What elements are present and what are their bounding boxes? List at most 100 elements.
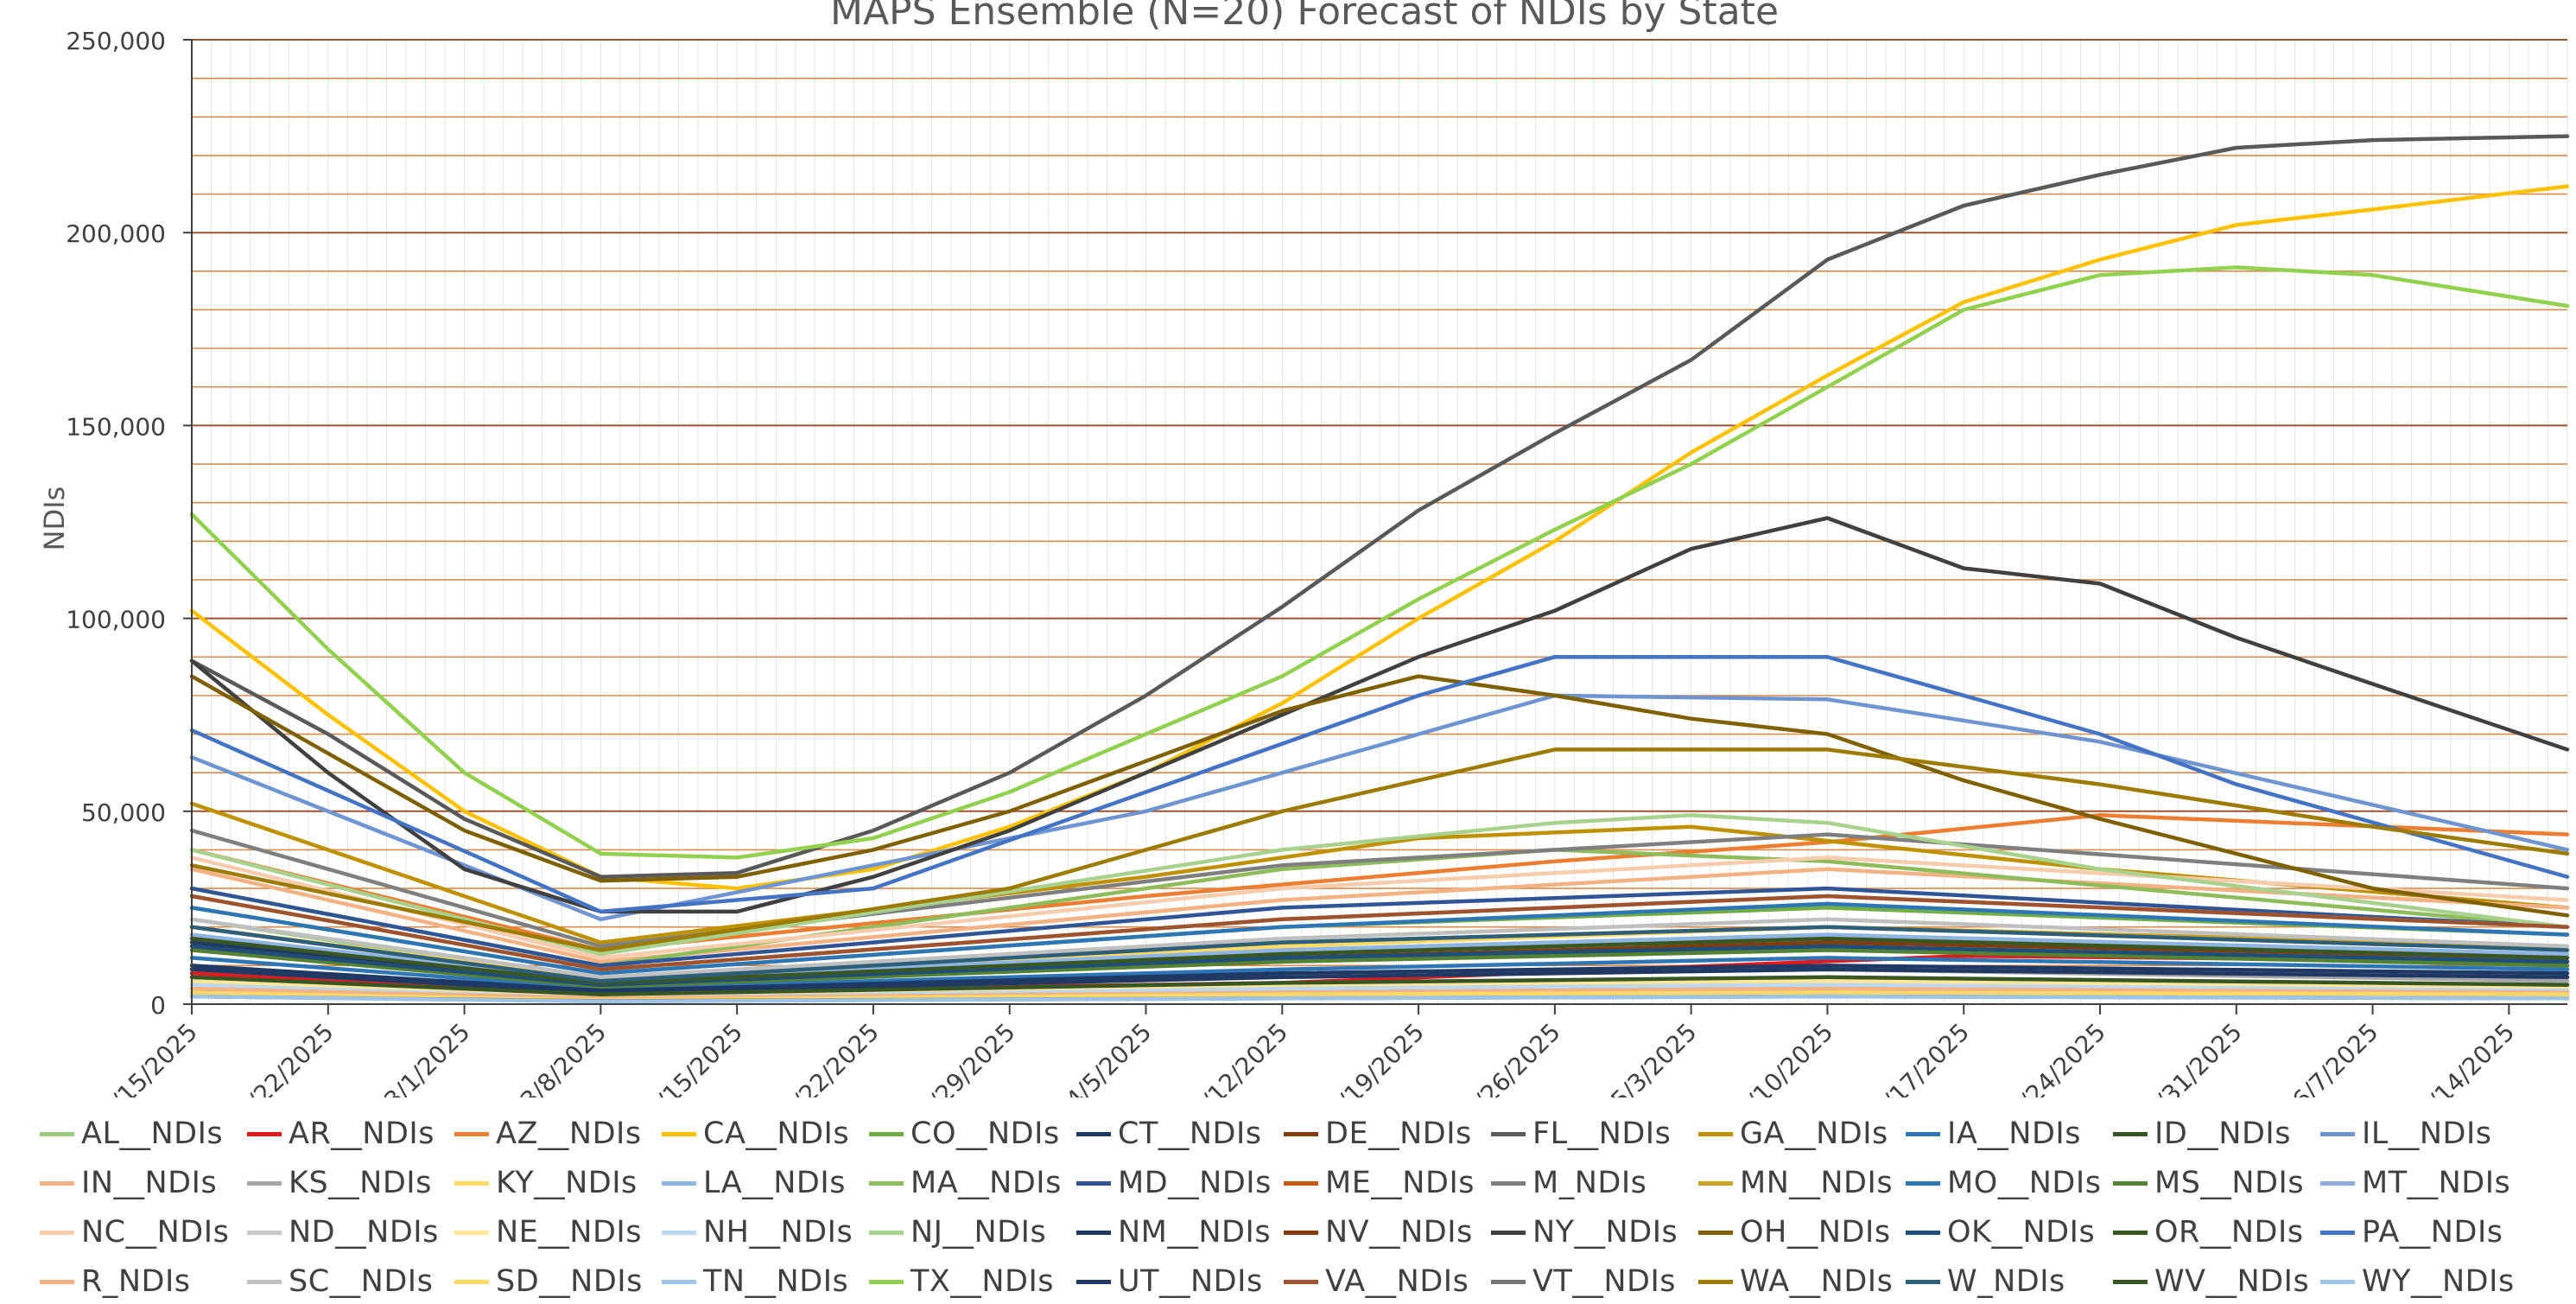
legend-swatch	[869, 1131, 904, 1136]
x-tick-label: 3/22/2025	[777, 1018, 885, 1097]
legend-item: DE__NDIs	[1284, 1111, 1472, 1156]
series-line-SC__NDIs	[189, 917, 2570, 980]
y-axis-label: NDIs	[38, 487, 71, 551]
x-tick-label: 6/14/2025	[2412, 1018, 2520, 1097]
series-line-OH__NDIs	[189, 674, 2570, 918]
x-tick-label: 3/1/2025	[378, 1018, 475, 1097]
legend-label: MT__NDIs	[2362, 1166, 2511, 1200]
legend-swatch	[1491, 1230, 1526, 1235]
legend-item: MA__NDIs	[869, 1161, 1062, 1205]
series-line-MO__NDIs	[189, 901, 2570, 976]
legend-label: MS__NDIs	[2154, 1166, 2305, 1200]
legend-item: VA__NDIs	[1284, 1259, 1469, 1304]
legend-item: ID__NDIs	[2113, 1111, 2291, 1156]
legend-item: MD__NDIs	[1076, 1161, 1272, 1205]
legend-label: VT__NDIs	[1532, 1264, 1677, 1299]
legend-swatch	[1491, 1180, 1526, 1186]
legend-label: MD__NDIs	[1118, 1166, 1272, 1200]
legend-swatch	[1284, 1180, 1318, 1186]
legend-swatch	[247, 1230, 282, 1235]
x-tick-label: 4/19/2025	[1322, 1018, 1430, 1097]
legend-label: KY__NDIs	[496, 1166, 638, 1200]
legend-swatch	[1698, 1131, 1733, 1136]
legend-label: W_NDIs	[1947, 1264, 2065, 1299]
x-tick-label: 4/12/2025	[1185, 1018, 1293, 1097]
x-tick-label: 5/10/2025	[1731, 1018, 1839, 1097]
legend-swatch	[1491, 1131, 1526, 1136]
legend-swatch	[247, 1180, 282, 1186]
legend-item: R_NDIs	[40, 1259, 191, 1304]
legend-swatch	[1076, 1131, 1111, 1136]
x-tick-label: 3/29/2025	[913, 1018, 1021, 1097]
legend-item: KS__NDIs	[247, 1161, 432, 1205]
legend-label: NE__NDIs	[496, 1215, 642, 1250]
legend-item: FL__NDIs	[1491, 1111, 1671, 1156]
legend-swatch	[1284, 1279, 1318, 1284]
legend-item: NE__NDIs	[454, 1210, 642, 1255]
x-tick-label: 5/3/2025	[1605, 1018, 1702, 1097]
legend-label: SC__NDIs	[289, 1264, 434, 1299]
legend-swatch	[40, 1131, 74, 1136]
legend-label: NV__NDIs	[1325, 1215, 1473, 1250]
series-line-MD__NDIs	[189, 886, 2570, 968]
legend-item: CT__NDIs	[1076, 1111, 1262, 1156]
legend-item: PA__NDIs	[2320, 1210, 2503, 1255]
legend-label: WY__NDIs	[2362, 1264, 2515, 1299]
legend-item: NV__NDIs	[1284, 1210, 1473, 1255]
legend-item: UT__NDIs	[1076, 1259, 1263, 1304]
legend-label: IA__NDIs	[1947, 1116, 2081, 1151]
legend-label: CA__NDIs	[703, 1116, 850, 1151]
legend-item: ND__NDIs	[247, 1210, 439, 1255]
legend-swatch	[2113, 1180, 2148, 1186]
legend-item: IA__NDIs	[1906, 1111, 2081, 1156]
legend-item: ME__NDIs	[1284, 1161, 1475, 1205]
legend-label: AZ__NDIs	[496, 1116, 642, 1151]
legend-swatch	[2320, 1279, 2355, 1284]
series-line-NJ__NDIs	[189, 813, 2570, 957]
legend-label: TX__NDIs	[910, 1264, 1055, 1299]
y-tick-label: 150,000	[66, 412, 166, 441]
legend-label: KS__NDIs	[289, 1166, 432, 1200]
series-line-NY__NDIs	[189, 516, 2570, 914]
y-tick-label: 0	[150, 991, 166, 1020]
legend-swatch	[1284, 1131, 1318, 1136]
series-line-M_NDIs	[189, 828, 2570, 949]
series-line-OK__NDIs	[189, 944, 2570, 987]
legend-item: AZ__NDIs	[454, 1111, 642, 1156]
chart: 0 50,000 100,000 150,000 200,000 250,000 2/15/…	[38, 0, 2570, 1097]
legend-label: WV__NDIs	[2154, 1264, 2310, 1299]
legend-item: MO__NDIs	[1906, 1161, 2101, 1205]
legend-item: OK__NDIs	[1906, 1210, 2095, 1255]
legend-swatch	[2320, 1180, 2355, 1186]
legend-item: MS__NDIs	[2113, 1161, 2304, 1205]
legend-item: OH__NDIs	[1698, 1210, 1891, 1255]
legend-label: IL__NDIs	[2362, 1116, 2492, 1151]
legend-swatch	[247, 1131, 282, 1136]
legend-item: TX__NDIs	[869, 1259, 1054, 1304]
legend-item: GA__NDIs	[1698, 1111, 1888, 1156]
legend-label: MN__NDIs	[1740, 1166, 1894, 1200]
series-lines	[189, 134, 2570, 1004]
legend-swatch	[2320, 1131, 2355, 1136]
legend-swatch	[662, 1180, 696, 1186]
legend-item: VT__NDIs	[1491, 1259, 1676, 1304]
legend-swatch	[1906, 1230, 1940, 1235]
legend-item: NM__NDIs	[1076, 1210, 1271, 1255]
legend-swatch	[454, 1279, 489, 1284]
legend-swatch	[2320, 1230, 2355, 1235]
legend-swatch	[454, 1180, 489, 1186]
series-line-IA__NDIs	[189, 956, 2570, 991]
series-line-UT__NDIs	[189, 964, 2570, 993]
legend-label: SD__NDIs	[496, 1264, 643, 1299]
legend-label: LA__NDIs	[703, 1166, 846, 1200]
legend-item: AR__NDIs	[247, 1111, 435, 1156]
series-line-WV__NDIs	[189, 975, 2570, 997]
legend-label: UT__NDIs	[1118, 1264, 1263, 1299]
legend-label: VA__NDIs	[1325, 1264, 1469, 1299]
x-tick-label: 3/15/2025	[640, 1018, 748, 1097]
legend-label: ND__NDIs	[289, 1215, 439, 1250]
x-tick-label: 5/24/2025	[2003, 1018, 2111, 1097]
x-tick-label: 4/26/2025	[1458, 1018, 1566, 1097]
legend-swatch	[662, 1131, 696, 1136]
series-line-LA__NDIs	[189, 932, 2570, 983]
